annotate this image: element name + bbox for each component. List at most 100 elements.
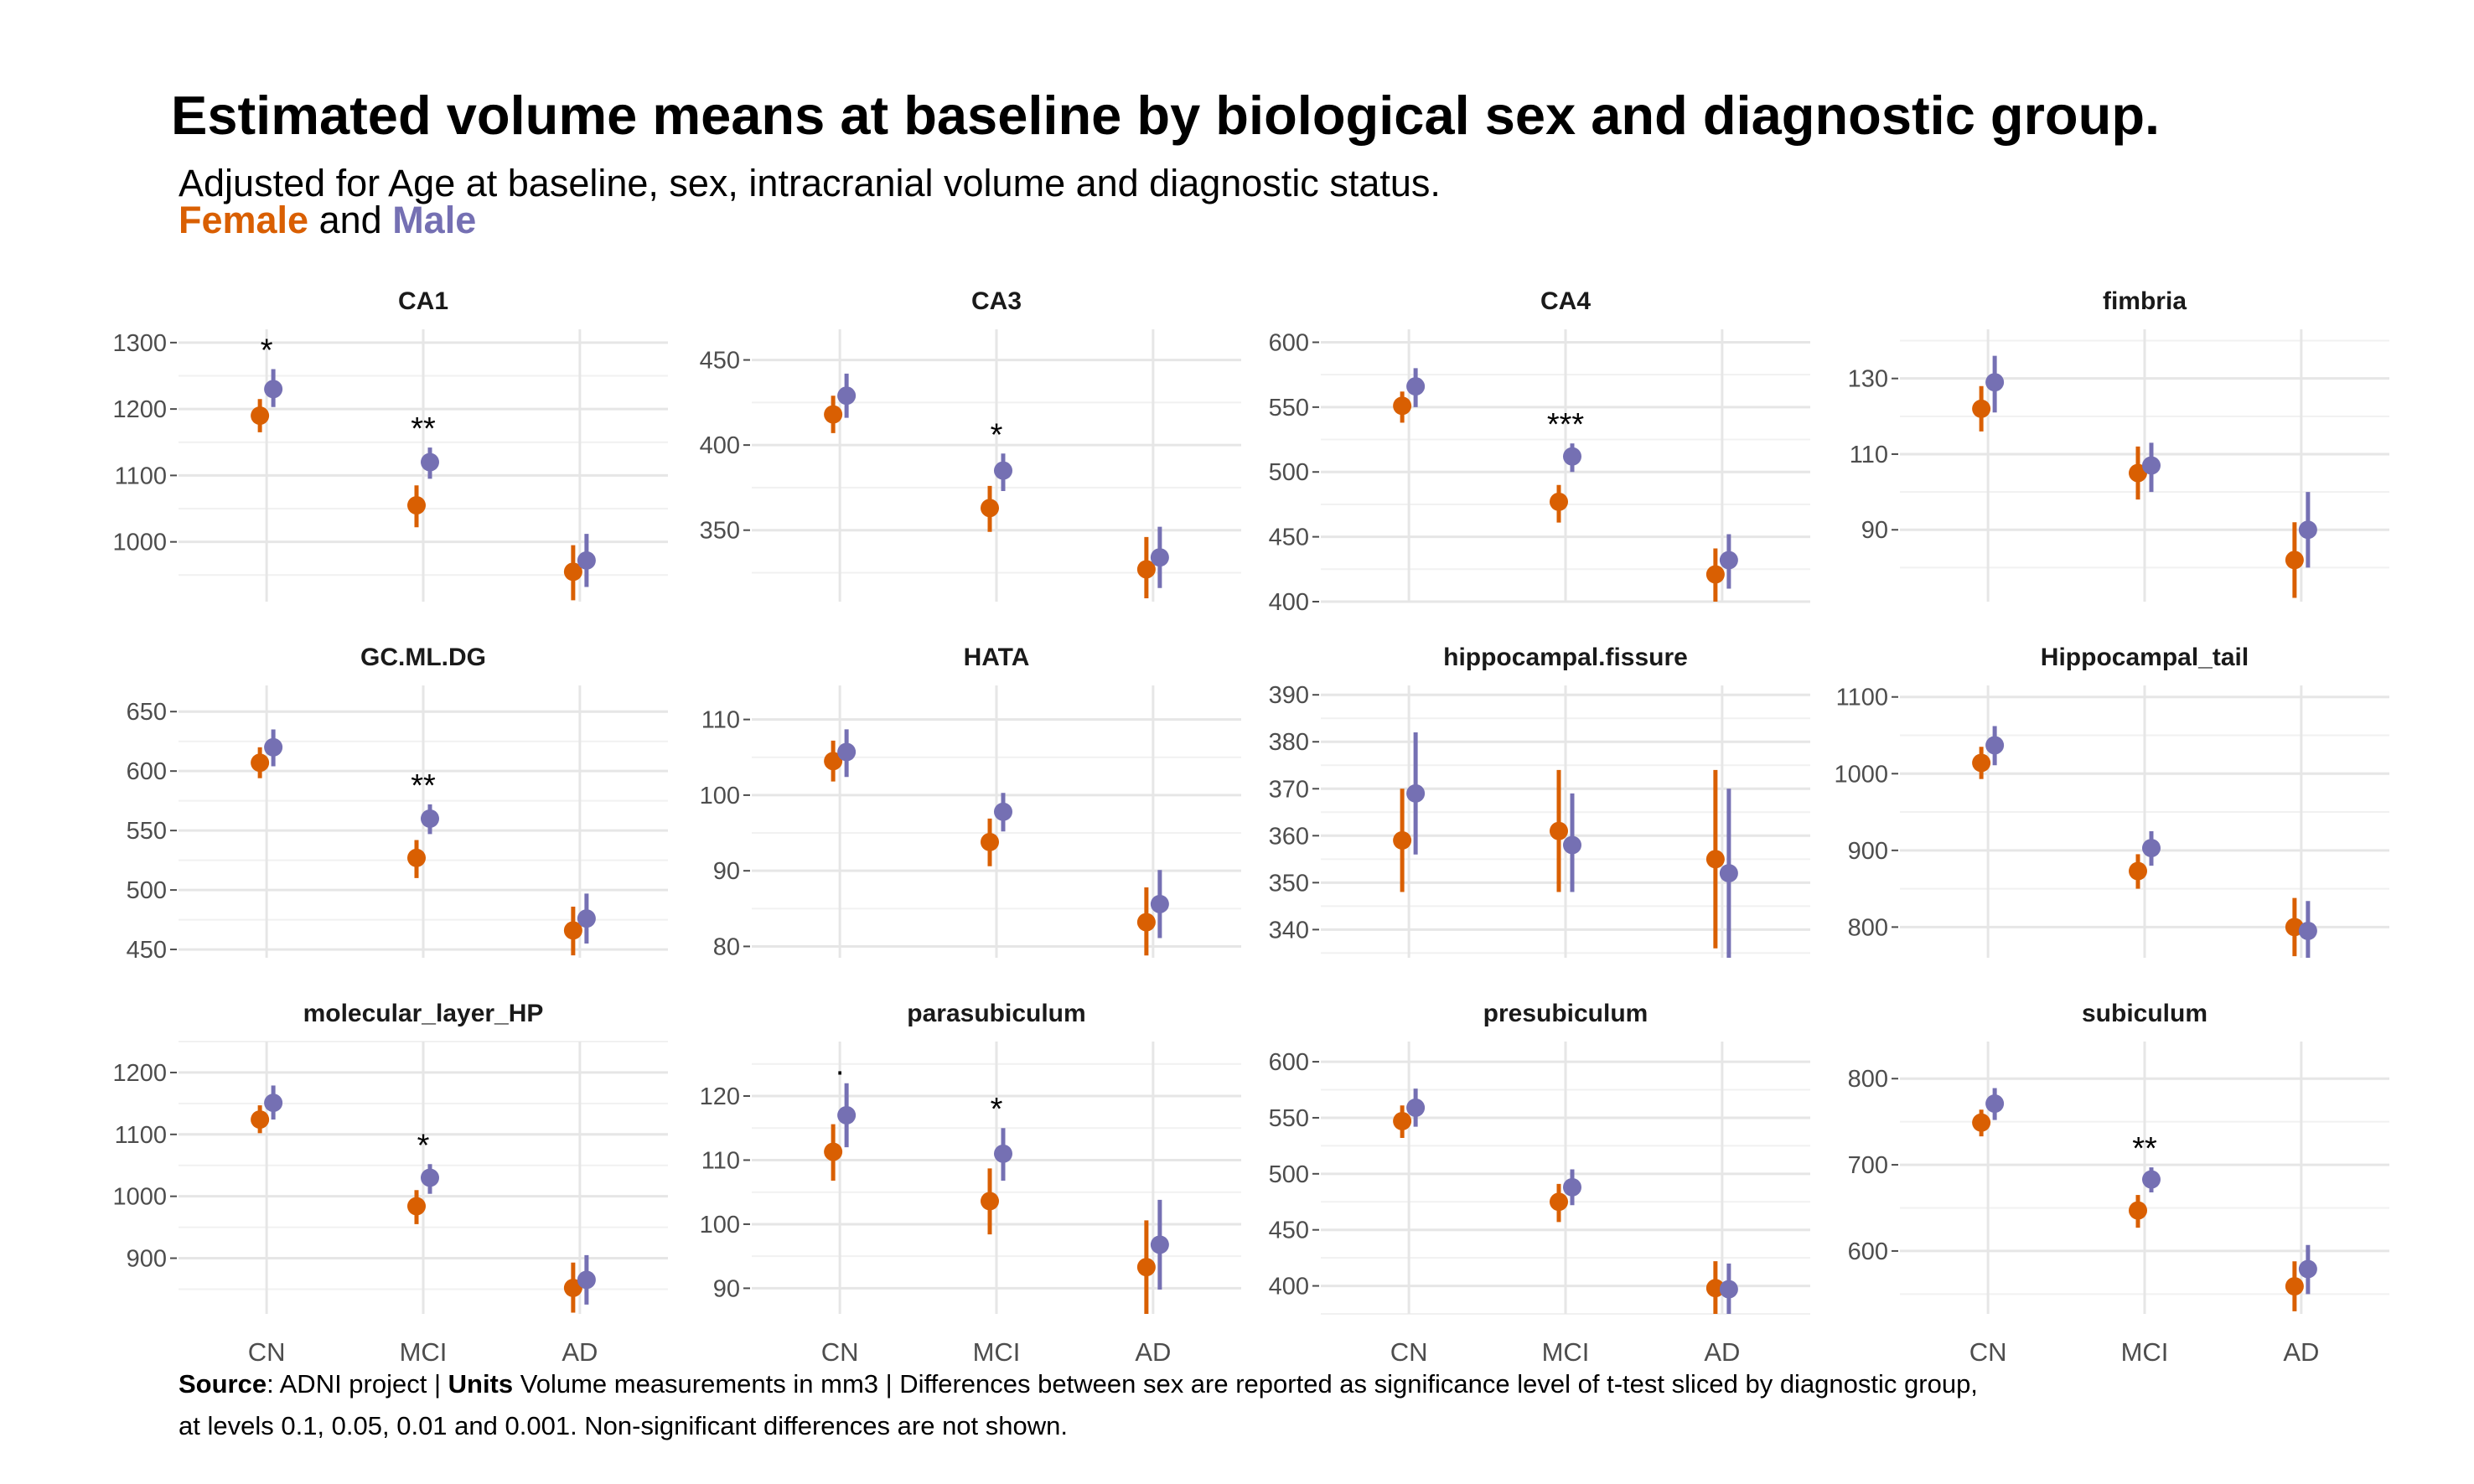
y-tick-label: 1200 bbox=[112, 1060, 167, 1087]
y-tick-label: 120 bbox=[700, 1083, 740, 1110]
male-point-ca1-cn bbox=[264, 380, 283, 399]
male-point-ca4-mci bbox=[1563, 447, 1581, 466]
male-point-hippocampal-fissure-cn bbox=[1406, 783, 1426, 803]
panel-title-molecular-layer-hp: molecular_layer_HP bbox=[303, 1000, 544, 1027]
female-point-hata-ad bbox=[1136, 913, 1156, 932]
female-point-gc-ml-dg-cn bbox=[251, 753, 270, 773]
y-tick-label: 370 bbox=[1269, 776, 1309, 803]
male-point-subiculum-cn bbox=[1985, 1094, 2005, 1114]
male-point-hippocampal-tail-mci bbox=[2142, 839, 2161, 858]
caption-source-label: Source bbox=[179, 1369, 267, 1399]
panel-title-ca3: CA3 bbox=[971, 287, 1022, 315]
male-point-ca4-ad bbox=[1719, 551, 1738, 570]
female-point-ca4-cn bbox=[1393, 396, 1412, 416]
y-tick-label: 800 bbox=[1848, 1066, 1888, 1093]
male-point-ca3-mci bbox=[994, 461, 1012, 480]
y-tick-label: 90 bbox=[1861, 517, 1888, 544]
male-point-hippocampal-fissure-mci bbox=[1563, 835, 1581, 855]
female-point-parasubiculum-cn bbox=[824, 1142, 843, 1161]
y-tick-label: 400 bbox=[1269, 589, 1309, 616]
legend-male-label: Male bbox=[392, 199, 477, 241]
y-tick-label: 500 bbox=[1269, 459, 1309, 486]
x-tick-label-cn: CN bbox=[821, 1337, 859, 1367]
female-point-ca1-mci bbox=[407, 496, 426, 515]
female-point-ca3-cn bbox=[824, 405, 843, 424]
panel-title-ca1: CA1 bbox=[398, 287, 448, 315]
y-tick-label: 550 bbox=[127, 818, 167, 845]
caption-source-text: : ADNI project | bbox=[267, 1369, 448, 1399]
legend: Female and Male bbox=[179, 199, 476, 242]
caption-line-2: at levels 0.1, 0.05, 0.01 and 0.001. Non… bbox=[179, 1411, 1068, 1440]
y-tick-label: 900 bbox=[1848, 838, 1888, 865]
male-point-ca4-cn bbox=[1406, 377, 1426, 396]
x-tick-label-cn: CN bbox=[248, 1337, 286, 1367]
male-point-hippocampal-tail-cn bbox=[1985, 736, 2005, 755]
female-point-hippocampal-fissure-ad bbox=[1705, 850, 1725, 869]
y-tick-label: 550 bbox=[1269, 1105, 1309, 1132]
x-tick-label-ad: AD bbox=[2283, 1337, 2319, 1367]
female-point-molecular-layer-hp-ad bbox=[563, 1278, 582, 1297]
y-tick-label: 450 bbox=[1269, 525, 1309, 551]
female-point-ca4-mci bbox=[1550, 492, 1568, 511]
female-point-fimbria-mci bbox=[2129, 463, 2147, 483]
female-point-subiculum-ad bbox=[2285, 1277, 2304, 1296]
y-tick-label: 110 bbox=[701, 1147, 740, 1174]
panel-title-fimbria: fimbria bbox=[2103, 287, 2187, 315]
chart-title: Estimated volume means at baseline by bi… bbox=[171, 85, 2161, 146]
caption-line-1: Source: ADNI project | Units Volume meas… bbox=[179, 1369, 1978, 1399]
y-tick-label: 350 bbox=[1269, 870, 1309, 897]
y-tick-label: 650 bbox=[127, 699, 167, 726]
female-point-ca3-ad bbox=[1136, 560, 1156, 579]
male-point-ca3-cn bbox=[837, 386, 857, 406]
male-point-gc-ml-dg-cn bbox=[264, 737, 283, 757]
significance-ca3-mci: * bbox=[991, 417, 1003, 452]
y-tick-label: 1100 bbox=[115, 463, 167, 489]
male-point-ca1-ad bbox=[577, 551, 596, 570]
x-tick-label-mci: MCI bbox=[1542, 1337, 1590, 1367]
female-point-fimbria-ad bbox=[2285, 551, 2304, 570]
female-point-molecular-layer-hp-mci bbox=[407, 1197, 426, 1216]
x-tick-label-mci: MCI bbox=[2121, 1337, 2169, 1367]
y-tick-label: 110 bbox=[1850, 442, 1888, 468]
male-point-hippocampal-fissure-ad bbox=[1719, 864, 1738, 883]
male-point-parasubiculum-mci bbox=[994, 1144, 1012, 1163]
y-tick-label: 1100 bbox=[1836, 685, 1888, 711]
y-tick-label: 340 bbox=[1269, 917, 1309, 944]
male-point-subiculum-mci bbox=[2142, 1170, 2161, 1189]
x-tick-label-ad: AD bbox=[1704, 1337, 1740, 1367]
male-point-fimbria-cn bbox=[1985, 373, 2005, 392]
female-point-ca1-ad bbox=[563, 562, 582, 582]
y-tick-label: 130 bbox=[1848, 366, 1888, 393]
female-point-presubiculum-cn bbox=[1393, 1111, 1412, 1130]
y-tick-label: 1300 bbox=[112, 330, 167, 357]
y-tick-label: 1100 bbox=[115, 1122, 167, 1149]
male-point-fimbria-mci bbox=[2142, 456, 2161, 475]
male-point-subiculum-ad bbox=[2298, 1259, 2317, 1279]
female-point-hippocampal-fissure-mci bbox=[1550, 821, 1568, 840]
y-tick-label: 100 bbox=[700, 1212, 740, 1238]
male-point-presubiculum-mci bbox=[1563, 1177, 1581, 1197]
female-point-hippocampal-tail-cn bbox=[1972, 753, 1991, 773]
male-point-ca1-mci bbox=[421, 452, 439, 472]
panel-title-ca4: CA4 bbox=[1540, 287, 1591, 315]
male-point-hippocampal-tail-ad bbox=[2298, 921, 2317, 940]
significance-ca1-mci: ** bbox=[411, 411, 436, 447]
legend-and-label: and bbox=[308, 199, 393, 241]
y-tick-label: 600 bbox=[1269, 329, 1309, 356]
y-tick-label: 390 bbox=[1269, 682, 1309, 709]
significance-subiculum-mci: ** bbox=[2132, 1131, 2157, 1166]
y-tick-label: 800 bbox=[1848, 914, 1888, 941]
significance-ca4-mci: *** bbox=[1547, 407, 1585, 442]
female-point-parasubiculum-ad bbox=[1136, 1258, 1156, 1277]
panel-title-hata: HATA bbox=[964, 644, 1030, 671]
male-point-presubiculum-cn bbox=[1406, 1098, 1426, 1117]
panel-title-hippocampal-tail: Hippocampal_tail bbox=[2041, 644, 2249, 671]
male-point-gc-ml-dg-mci bbox=[421, 809, 439, 828]
female-point-hippocampal-fissure-cn bbox=[1393, 830, 1412, 850]
y-tick-label: 450 bbox=[127, 937, 167, 964]
y-tick-label: 90 bbox=[713, 858, 740, 885]
female-point-ca3-mci bbox=[981, 499, 999, 518]
male-point-molecular-layer-hp-ad bbox=[577, 1270, 596, 1290]
caption-units-label: Units bbox=[448, 1369, 514, 1399]
caption-units-text: Volume measurements in mm3 | Differences… bbox=[513, 1369, 1978, 1399]
